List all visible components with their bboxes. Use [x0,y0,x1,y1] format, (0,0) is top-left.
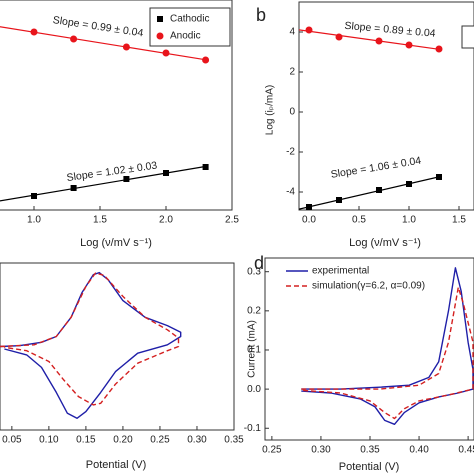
legend-label: Cathodic [170,14,209,25]
curve [0,272,180,406]
marker [306,204,312,210]
marker [122,43,130,51]
y-axis-label: Log (iₚ/mA) [265,85,276,135]
marker [30,28,38,36]
marker [405,41,413,49]
x-axis-label: Potential (V) [339,461,400,473]
x-tick-label: 1.5 [93,215,107,226]
marker [375,37,383,45]
fit-line [299,175,442,210]
y-tick-label: 4 [289,27,295,38]
x-tick-label: 0.30 [311,445,331,456]
x-tick-label: 1.0 [27,215,41,226]
x-tick-label: 0.40 [409,445,429,456]
x-tick-label: 0.25 [262,445,282,456]
y-tick-label: -0.1 [244,423,262,434]
y-tick-label: -4 [286,187,295,198]
plot-area [0,271,182,419]
panel: 0.05 0.10 0.15 0.20 0.25 0.30 0.35 Potential (V… [0,262,244,471]
x-tick-label: 0.45 [458,445,474,456]
y-tick-label: 0.1 [247,345,261,356]
x-tick-label: 2.0 [159,215,173,226]
plot-area [301,267,474,425]
panel-letter: d [254,253,264,273]
marker [305,26,313,34]
x-tick-label: 0.5 [352,215,366,226]
marker [202,56,210,64]
y-tick-label: 0 [289,107,295,118]
panel-letter: b [256,5,266,25]
x-tick-label: 0.35 [360,445,380,456]
x-axis-label: Potential (V) [86,459,147,471]
x-axis-label: Log (ν/mV s⁻¹) [80,237,152,249]
legend-label: Anodic [170,31,201,42]
x-tick-label: 0.05 [2,435,22,446]
x-tick-label: 1.5 [452,215,466,226]
x-tick-label: 0.30 [187,435,207,446]
y-tick-label: 2 [289,67,295,78]
y-axis-label: Current (mA) [247,320,258,378]
plot-frame [298,1,474,211]
curve [301,286,474,420]
plot-area [0,26,210,202]
legend-marker [157,16,163,22]
marker [436,174,442,180]
x-tick-label: 0.35 [224,435,244,446]
plot-area [299,26,443,210]
marker [376,187,382,193]
marker [70,35,78,43]
x-tick-label: 0.0 [302,215,316,226]
legend-label: simulation(γ=6.2, α=0.09) [312,281,425,292]
fit-line [299,29,442,51]
x-axis-label: Log (ν/mV s⁻¹) [349,237,421,249]
marker [31,193,37,199]
legend-box [149,7,231,47]
marker [335,33,343,41]
x-tick-label: 0.15 [76,435,96,446]
marker [435,45,443,53]
y-tick-label: 0.2 [247,305,261,316]
y-tick-label: 0.3 [247,266,261,277]
marker [336,197,342,203]
marker [202,164,209,170]
x-tick-label: 0.25 [150,435,170,446]
marker [162,49,170,57]
legend-label: experimental [312,266,369,277]
x-tick-label: 0.20 [113,435,133,446]
plot-frame [0,262,235,431]
x-tick-label: 0.10 [39,435,59,446]
y-tick-label: -2 [286,147,295,158]
marker [70,185,77,191]
marker [163,170,169,176]
marker [406,181,412,187]
legend-marker [156,32,164,40]
x-tick-label: 2.5 [225,215,239,226]
y-tick-label: 0.0 [247,384,261,395]
legend-box [461,25,474,49]
x-tick-label: 1.0 [402,215,416,226]
panel: 0.25 0.30 0.35 0.40 0.45 -0.1 0.0 0.1 0.2 0.3 Pote… [244,253,474,473]
marker [123,176,130,182]
